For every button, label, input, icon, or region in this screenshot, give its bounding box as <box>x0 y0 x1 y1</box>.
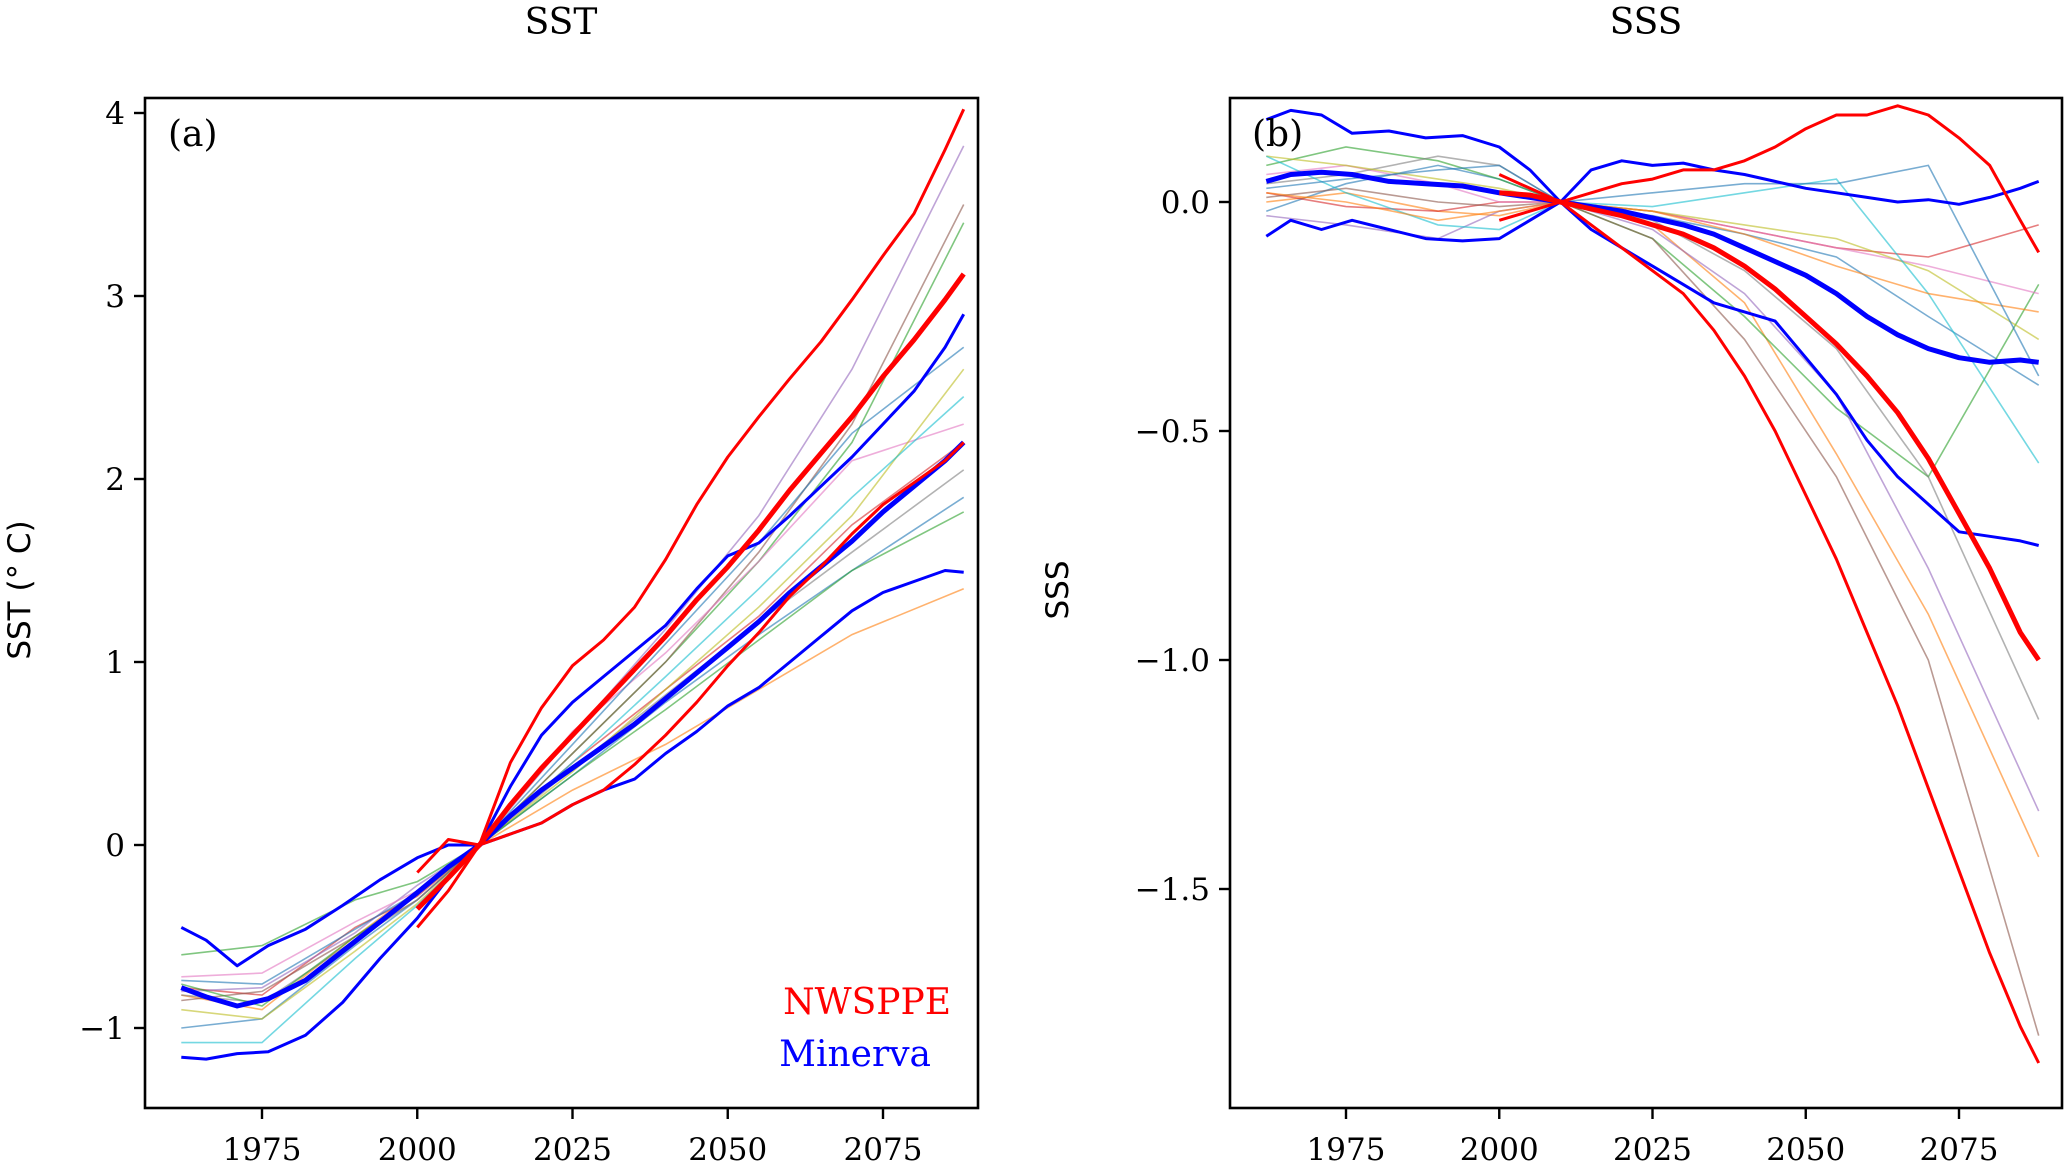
ensemble-member-line <box>181 511 965 1007</box>
ensemble-member-line <box>1266 146 2040 478</box>
ensemble-members <box>1265 146 2040 1036</box>
x-tick-label: 2050 <box>688 1132 767 1168</box>
panel-title-sst: SST <box>525 2 598 43</box>
x-tick-label: 2000 <box>1460 1132 1539 1168</box>
plot-frame <box>1228 96 2064 1110</box>
ensemble-member-line <box>1266 164 2040 377</box>
x-tick-label: 2075 <box>844 1132 923 1168</box>
y-tick-label: 2 <box>105 462 125 498</box>
ensemble-member-line <box>181 441 965 996</box>
ensemble-member-line <box>1266 187 2040 1036</box>
ensemble-member-line <box>1266 164 2040 386</box>
x-tick-label: 2025 <box>1613 1132 1692 1168</box>
y-axis-label-sst: SST (° C) <box>2 520 38 659</box>
x-axis-ticks: 1975 2000 2025 2050 2075 <box>1307 1108 1999 1168</box>
y-tick-label: 0 <box>105 828 125 864</box>
minerva-bound-line <box>1265 200 2040 547</box>
ensemble-member-line <box>1266 155 2040 341</box>
series-lines <box>1265 104 2041 1064</box>
panel-sss: SSS 1975 2000 2025 2050 2075 −1.5 −1.0 −0.5 0.0… <box>1040 2 2064 1168</box>
ensemble-member-line <box>181 145 965 993</box>
legend-nwsppe: NWSPPE <box>783 982 951 1023</box>
ensemble-member-line <box>1266 155 2040 720</box>
x-tick-label: 2000 <box>378 1132 457 1168</box>
x-tick-label: 2050 <box>1766 1132 1845 1168</box>
panel-title-sss: SSS <box>1610 2 1683 43</box>
ensemble-member-line <box>181 368 965 1020</box>
y-tick-label: −0.5 <box>1135 414 1210 450</box>
nwsppe-bound-line <box>1498 173 2041 1064</box>
y-tick-label: 1 <box>105 645 125 681</box>
ensemble-member-line <box>1265 155 2040 464</box>
panel-sst: SST 1975 2000 2025 2050 2075 −1 0 1 2 3 4 (a) SST… <box>2 2 980 1168</box>
y-axis-ticks: −1 0 1 2 3 4 <box>79 96 145 1047</box>
ensemble-member-line <box>181 346 965 985</box>
x-axis-ticks: 1975 2000 2025 2050 2075 <box>223 1108 923 1168</box>
ensemble-members <box>181 145 965 1044</box>
nwsppe-mean-line <box>1499 190 2041 662</box>
ensemble-member-line <box>1266 192 2039 313</box>
y-axis-label-sss: SSS <box>1040 560 1076 619</box>
x-tick-label: 1975 <box>223 1132 302 1168</box>
ensemble-member-line <box>181 204 965 1002</box>
minerva-bound-line <box>180 313 966 968</box>
y-tick-label: −1.0 <box>1135 643 1210 679</box>
x-tick-label: 2025 <box>533 1132 612 1168</box>
y-tick-label: −1.5 <box>1135 872 1210 908</box>
minerva-mean-line <box>1265 169 2040 365</box>
nwsppe-bound-line <box>416 108 966 929</box>
y-tick-label: 0.0 <box>1161 185 1210 221</box>
y-tick-label: 4 <box>105 96 125 132</box>
y-tick-label: 3 <box>105 279 125 315</box>
ensemble-member-line <box>1266 201 2040 812</box>
ensemble-member-line <box>181 588 965 1011</box>
ensemble-member-line <box>181 396 965 1044</box>
panel-tag-b: (b) <box>1252 114 1303 155</box>
minerva-mean-line <box>180 440 966 1009</box>
y-tick-label: −1 <box>79 1011 125 1047</box>
minerva-bound-line <box>1265 108 2040 206</box>
y-axis-ticks: −1.5 −1.0 −0.5 0.0 <box>1135 185 1230 908</box>
nwsppe-bound-line <box>416 441 965 874</box>
nwsppe-bound-line <box>1498 104 2041 254</box>
series-lines <box>180 108 966 1061</box>
ensemble-member-line <box>181 222 965 956</box>
panel-tag-a: (a) <box>168 114 218 155</box>
nwsppe-mean-line <box>415 272 966 911</box>
plot-frame <box>143 96 980 1110</box>
x-tick-label: 1975 <box>1307 1132 1386 1168</box>
x-tick-label: 2075 <box>1920 1132 1999 1168</box>
legend-minerva: Minerva <box>779 1034 931 1075</box>
